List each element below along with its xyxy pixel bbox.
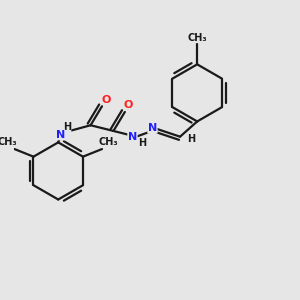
Text: H: H — [63, 122, 71, 132]
Text: O: O — [124, 100, 134, 110]
Text: CH₃: CH₃ — [99, 137, 118, 147]
Text: CH₃: CH₃ — [0, 137, 18, 147]
Text: H: H — [188, 134, 196, 144]
Text: N: N — [148, 123, 157, 133]
Text: H: H — [138, 138, 146, 148]
Text: O: O — [101, 94, 110, 105]
Text: CH₃: CH₃ — [188, 33, 207, 43]
Text: N: N — [56, 130, 65, 140]
Text: N: N — [128, 132, 137, 142]
